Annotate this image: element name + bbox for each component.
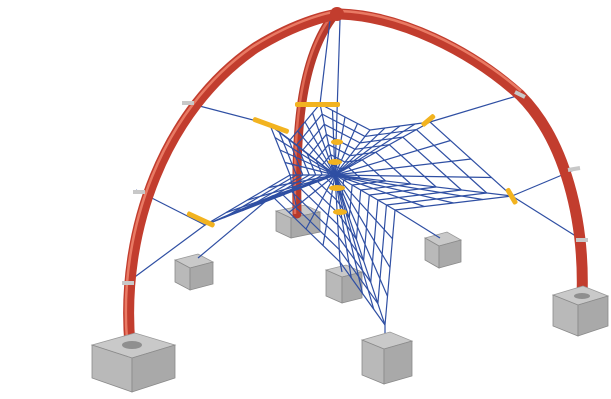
rope [334, 174, 513, 197]
rope [334, 174, 364, 294]
socket [122, 341, 142, 349]
rope [429, 94, 521, 123]
rope [334, 19, 341, 176]
yellow-pads [186, 102, 518, 228]
pad [331, 139, 343, 145]
pad [252, 117, 289, 134]
rope [197, 195, 273, 259]
arch-highlight [124, 9, 522, 341]
rope [305, 174, 336, 230]
rope [334, 116, 346, 176]
rope [226, 174, 336, 214]
rope [334, 123, 416, 176]
rope [334, 174, 393, 240]
rope [334, 174, 492, 179]
block [423, 231, 463, 269]
rope [334, 174, 454, 204]
pad [421, 114, 436, 127]
rope [334, 121, 431, 176]
clamp [514, 90, 526, 99]
rope [334, 129, 371, 176]
clamp [567, 166, 581, 172]
rope [334, 174, 425, 208]
rope [334, 174, 386, 326]
rope [268, 174, 336, 189]
pad [505, 187, 518, 205]
rope [334, 158, 472, 176]
front-blocks [90, 285, 610, 393]
rope [304, 121, 336, 176]
pad [186, 211, 215, 228]
block [551, 285, 610, 337]
rope [334, 174, 391, 268]
pad [333, 209, 347, 215]
rope [334, 139, 451, 176]
block [324, 264, 364, 304]
rope [339, 261, 343, 273]
pad [329, 185, 345, 191]
back-blocks [173, 204, 463, 304]
arch-joint [330, 7, 344, 21]
pad [295, 102, 340, 107]
rope [394, 209, 441, 239]
rope [247, 174, 336, 201]
pad [328, 159, 342, 165]
block [173, 253, 215, 291]
rope [334, 174, 352, 278]
rope [279, 149, 336, 176]
rope [274, 128, 336, 176]
rope [334, 174, 389, 297]
rope [319, 19, 331, 105]
rope [511, 195, 583, 241]
rope [334, 127, 386, 176]
rope [334, 123, 359, 176]
rope [127, 224, 206, 283]
rope [297, 130, 336, 176]
rope [334, 174, 396, 211]
block [360, 331, 414, 385]
rope [311, 112, 336, 176]
rope [274, 136, 336, 176]
socket [574, 293, 590, 299]
rope [334, 174, 483, 201]
rope [289, 174, 298, 211]
rope [334, 125, 401, 176]
net [127, 19, 583, 340]
block [90, 332, 177, 393]
rope [334, 174, 375, 310]
clamps [122, 90, 588, 285]
rope [284, 161, 336, 176]
